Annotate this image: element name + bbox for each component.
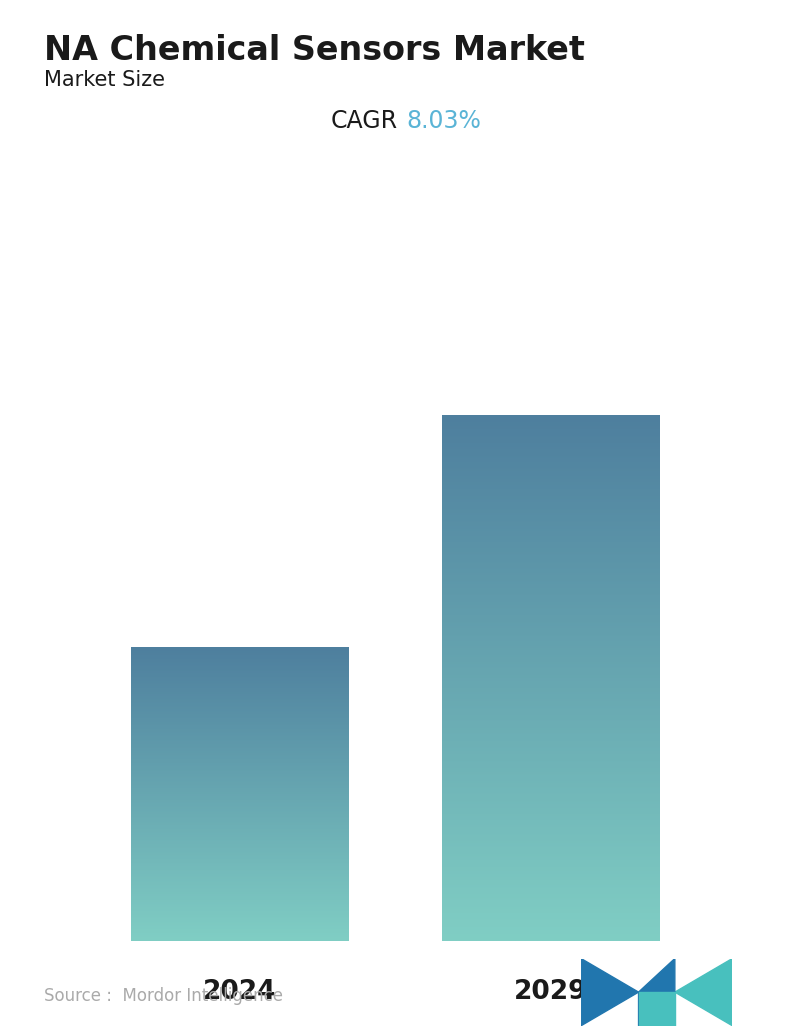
Polygon shape bbox=[638, 993, 675, 1026]
Text: 8.03%: 8.03% bbox=[406, 109, 481, 132]
Polygon shape bbox=[581, 959, 638, 1026]
Polygon shape bbox=[638, 959, 675, 1026]
Text: 2024: 2024 bbox=[203, 979, 276, 1005]
Text: Market Size: Market Size bbox=[44, 70, 165, 90]
Text: NA Chemical Sensors Market: NA Chemical Sensors Market bbox=[44, 34, 584, 67]
Text: 2029: 2029 bbox=[514, 979, 587, 1005]
Polygon shape bbox=[675, 959, 732, 1026]
Text: CAGR: CAGR bbox=[331, 109, 398, 132]
Text: Source :  Mordor Intelligence: Source : Mordor Intelligence bbox=[44, 987, 283, 1005]
